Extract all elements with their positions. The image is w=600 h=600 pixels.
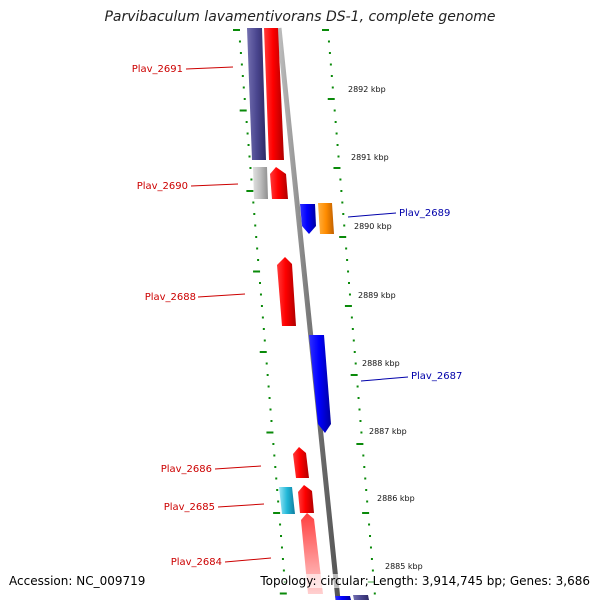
- gene-label-plav-2689[interactable]: Plav_2689: [399, 208, 450, 219]
- kbp-label: 2891 kbp: [351, 153, 389, 162]
- map-title: Parvibaculum lavamentivorans DS-1, compl…: [104, 9, 496, 25]
- gene-bar-red-2685: [298, 485, 314, 513]
- genome-backbone: [276, 27, 341, 600]
- kbp-label: 2890 kbp: [354, 222, 392, 231]
- leader-line: [360, 376, 409, 382]
- gene-label-plav-2690[interactable]: Plav_2690: [137, 181, 188, 192]
- gene-bar-red-2686: [293, 447, 309, 478]
- inner-tick-track: [233, 29, 287, 595]
- gene-bar-blue-2689: [300, 204, 316, 234]
- leader-line: [217, 503, 265, 508]
- gene-bar-red-2690: [270, 167, 288, 199]
- gene-bar-purple-top: [247, 28, 266, 160]
- gene-bar-orange-2689: [318, 203, 334, 234]
- gene-labels: Plav_2691 Plav_2690 Plav_2689 Plav_2688 …: [132, 64, 463, 568]
- gene-label-plav-2687[interactable]: Plav_2687: [411, 371, 462, 382]
- leader-line: [190, 183, 239, 187]
- gene-bar-blue-2687: [309, 335, 331, 433]
- leader-line: [224, 557, 272, 563]
- leader-line: [347, 212, 397, 218]
- gene-bar-purple-bottom: [353, 595, 369, 600]
- kbp-label: 2892 kbp: [348, 85, 386, 94]
- gene-bar-red-2688: [277, 257, 296, 326]
- topology-text: Topology: circular; Length: 3,914,745 bp…: [260, 574, 590, 588]
- kbp-label: 2885 kbp: [385, 562, 423, 571]
- kbp-scale-labels: 2892 kbp 2891 kbp 2890 kbp 2889 kbp 2888…: [348, 85, 423, 571]
- leader-line: [185, 66, 234, 70]
- gene-bar-gray-2690: [253, 167, 268, 199]
- leader-line: [214, 465, 262, 470]
- outer-tick-track: [322, 29, 376, 595]
- accession-text: Accession: NC_009719: [9, 574, 146, 588]
- gene-label-plav-2685[interactable]: Plav_2685: [164, 502, 215, 513]
- kbp-label: 2889 kbp: [358, 291, 396, 300]
- kbp-label: 2887 kbp: [369, 427, 407, 436]
- gene-label-plav-2684[interactable]: Plav_2684: [171, 557, 222, 568]
- kbp-label: 2888 kbp: [362, 359, 400, 368]
- gene-bar-red-top: [264, 28, 284, 160]
- gene-label-plav-2686[interactable]: Plav_2686: [161, 464, 212, 475]
- gene-label-plav-2691[interactable]: Plav_2691: [132, 64, 183, 75]
- gene-bar-red-2684: [301, 513, 323, 594]
- gene-label-plav-2688[interactable]: Plav_2688: [145, 292, 196, 303]
- leader-line: [197, 293, 246, 298]
- gene-bar-blue-bottom: [335, 596, 351, 600]
- kbp-label: 2886 kbp: [377, 494, 415, 503]
- gene-bar-cyan-2685: [279, 487, 295, 514]
